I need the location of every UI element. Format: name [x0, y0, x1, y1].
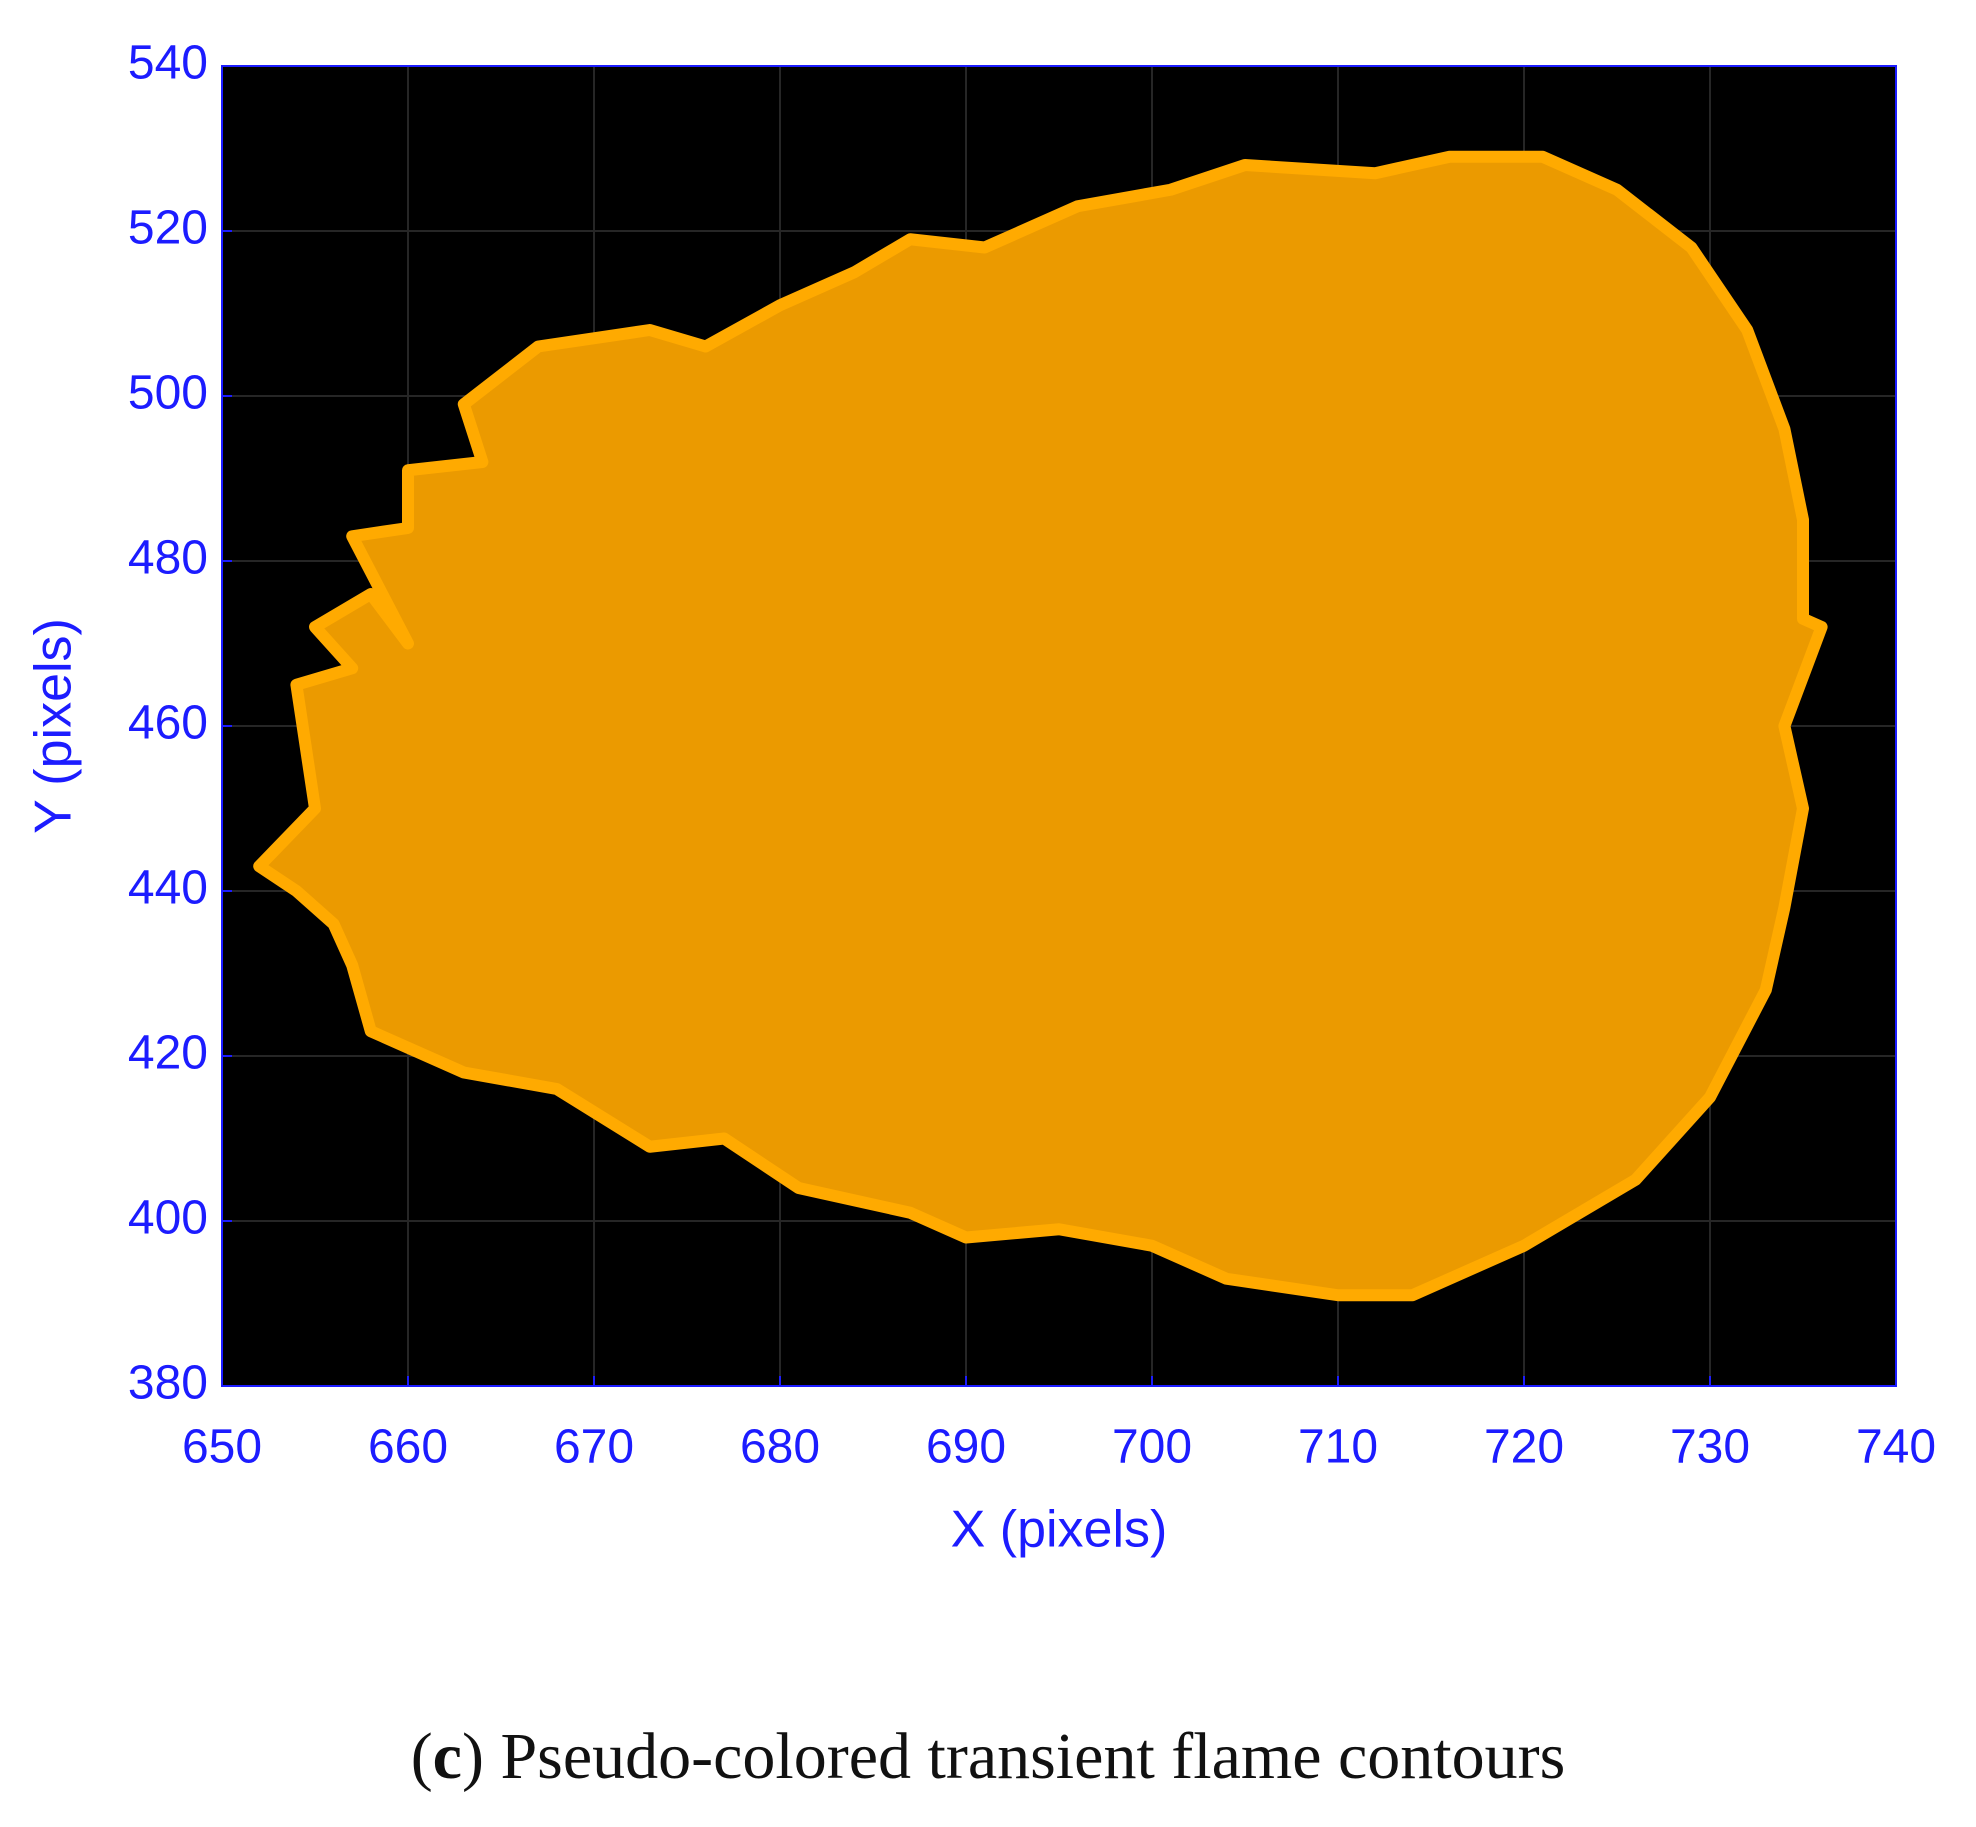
y-tick-label: 540 — [128, 37, 208, 90]
y-tick-label: 440 — [128, 862, 208, 915]
caption: (c) Pseudo-colored transient flame conto… — [411, 1720, 1566, 1793]
x-tick-label: 710 — [1298, 1421, 1378, 1474]
x-tick-label: 680 — [740, 1421, 820, 1474]
x-tick-label: 730 — [1670, 1421, 1750, 1474]
y-tick-label: 400 — [128, 1192, 208, 1245]
x-tick-label: 740 — [1856, 1421, 1936, 1474]
x-axis-label: X (pixels) — [951, 1501, 1168, 1559]
y-tick-label: 460 — [128, 697, 208, 750]
x-tick-label: 670 — [554, 1421, 634, 1474]
caption-open: ( — [411, 1720, 433, 1793]
x-tick-label: 700 — [1112, 1421, 1192, 1474]
y-tick-label: 380 — [128, 1357, 208, 1410]
y-tick-label: 480 — [128, 532, 208, 585]
y-axis-label: Y (pixels) — [25, 618, 83, 834]
x-tick-label: 650 — [182, 1421, 262, 1474]
y-tick-label: 520 — [128, 202, 208, 255]
plot-frame — [221, 65, 1897, 1387]
caption-label: c — [433, 1720, 462, 1793]
x-tick-label: 690 — [926, 1421, 1006, 1474]
caption-text: ) Pseudo-colored transient flame contour… — [462, 1720, 1565, 1793]
y-tick-label: 500 — [128, 367, 208, 420]
x-tick-label: 660 — [368, 1421, 448, 1474]
x-tick-label: 720 — [1484, 1421, 1564, 1474]
flame-contour — [253, 150, 1828, 1302]
y-tick-label: 420 — [128, 1027, 208, 1080]
